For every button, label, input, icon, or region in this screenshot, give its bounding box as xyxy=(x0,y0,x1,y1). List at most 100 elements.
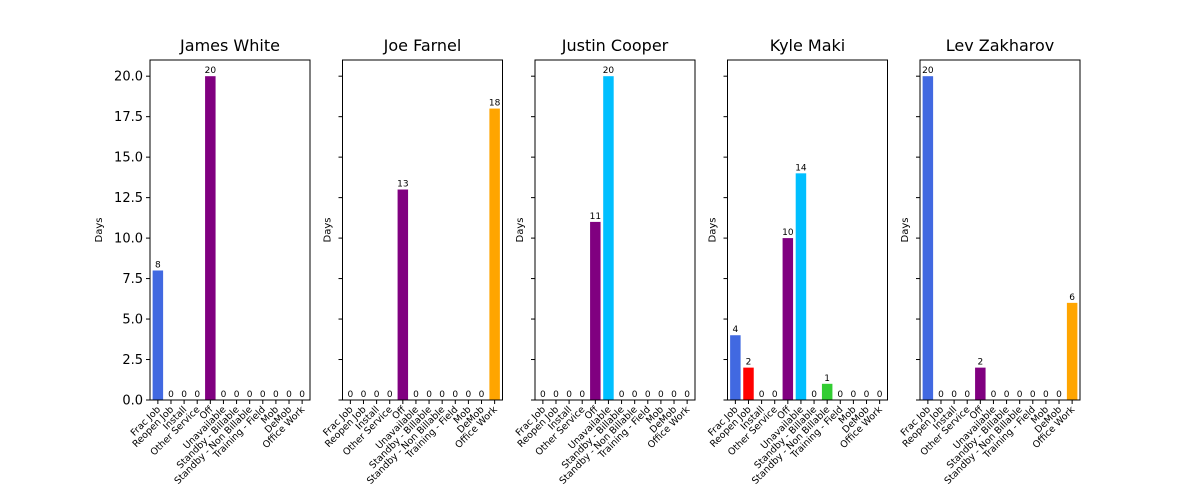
bar-value-label: 0 xyxy=(579,390,585,400)
bar-value-label: 0 xyxy=(181,390,187,400)
bar-value-label: 18 xyxy=(489,99,501,109)
subplot-title: Justin Cooper xyxy=(561,36,669,55)
bar-value-label: 0 xyxy=(479,390,485,400)
axes-frame xyxy=(534,59,696,401)
bar xyxy=(1066,302,1078,400)
bar-value-label: 0 xyxy=(964,390,970,400)
bar-value-label: 0 xyxy=(466,390,472,400)
bar-value-label: 20 xyxy=(922,66,934,76)
axes-frame xyxy=(342,59,503,401)
axes-frame xyxy=(919,59,1081,401)
bar-value-label: 0 xyxy=(168,390,174,400)
bar-value-label: 0 xyxy=(566,390,572,400)
y-tick-label: 0.0 xyxy=(122,394,143,409)
y-tick-label: 12.5 xyxy=(114,191,143,206)
bar-value-label: 0 xyxy=(811,390,817,400)
bar xyxy=(205,76,216,400)
bar-value-label: 0 xyxy=(273,390,279,400)
bar-value-label: 1 xyxy=(824,374,830,384)
bar xyxy=(603,76,614,400)
bar xyxy=(782,238,794,400)
bar-value-label: 0 xyxy=(1017,390,1023,400)
bar-value-label: 20 xyxy=(205,66,217,76)
bar-value-label: 0 xyxy=(658,390,664,400)
bar xyxy=(590,221,601,400)
y-tick-label: 5.0 xyxy=(122,313,143,328)
y-axis-label: Days xyxy=(515,218,526,243)
bar-value-label: 0 xyxy=(864,390,870,400)
y-tick-label: 15.0 xyxy=(114,151,143,166)
bar-value-label: 14 xyxy=(795,163,807,173)
bar-value-label: 0 xyxy=(413,390,419,400)
bar-value-label: 0 xyxy=(439,390,445,400)
bar-value-label: 0 xyxy=(374,390,380,400)
bar-value-label: 8 xyxy=(155,260,161,270)
bar-value-label: 13 xyxy=(397,180,408,190)
bar-value-label: 0 xyxy=(194,390,200,400)
bar-value-label: 0 xyxy=(221,390,227,400)
bar-value-label: 4 xyxy=(733,325,739,335)
bar-value-label: 0 xyxy=(619,390,625,400)
bar-value-label: 0 xyxy=(348,390,354,400)
axes-frame xyxy=(149,59,311,401)
subplot-title: Joe Farnel xyxy=(383,36,462,55)
y-tick-label: 17.5 xyxy=(114,110,143,125)
subplot-title: Lev Zakharov xyxy=(946,36,1055,55)
y-axis-label: Days xyxy=(900,218,911,243)
bar-value-label: 0 xyxy=(684,390,690,400)
bar-value-label: 0 xyxy=(1004,390,1010,400)
bar xyxy=(975,367,986,400)
bar-value-label: 0 xyxy=(1056,390,1062,400)
bar-value-label: 0 xyxy=(540,390,546,400)
y-tick-label: 7.5 xyxy=(122,272,143,287)
bar xyxy=(730,335,741,400)
bar-value-label: 0 xyxy=(1043,390,1049,400)
subplot-title: Kyle Maki xyxy=(770,36,846,55)
bar xyxy=(922,76,934,400)
y-axis-label: Days xyxy=(94,218,105,243)
axes-frame xyxy=(727,59,888,401)
bar-value-label: 0 xyxy=(671,390,677,400)
bar-value-label: 0 xyxy=(837,390,843,400)
bar-value-label: 0 xyxy=(991,390,997,400)
bar-value-label: 2 xyxy=(746,358,752,368)
bar-value-label: 0 xyxy=(851,390,857,400)
bar xyxy=(743,367,754,400)
bar-value-label: 0 xyxy=(938,390,944,400)
bar xyxy=(821,383,833,400)
bar-value-label: 0 xyxy=(452,390,458,400)
bar-value-label: 0 xyxy=(951,390,957,400)
bar-value-label: 0 xyxy=(553,390,559,400)
bar-value-label: 0 xyxy=(260,390,266,400)
bar-value-label: 0 xyxy=(247,390,253,400)
y-tick-label: 2.5 xyxy=(122,353,143,368)
y-axis-label: Days xyxy=(323,218,334,243)
bar-value-label: 6 xyxy=(1069,293,1075,303)
bar xyxy=(795,173,807,400)
bar-value-label: 20 xyxy=(603,66,615,76)
y-tick-label: 10.0 xyxy=(114,232,143,247)
y-tick-label: 20.0 xyxy=(114,70,143,85)
bar xyxy=(489,108,500,400)
bar-value-label: 0 xyxy=(632,390,638,400)
bar-value-label: 10 xyxy=(782,228,794,238)
bar-value-label: 2 xyxy=(977,358,983,368)
y-axis-label: Days xyxy=(708,218,719,243)
bar-value-label: 11 xyxy=(590,212,601,222)
bar-value-label: 0 xyxy=(1030,390,1036,400)
bar-value-label: 0 xyxy=(361,390,367,400)
subplot-title: James White xyxy=(179,36,280,55)
bar-value-label: 0 xyxy=(772,390,778,400)
bar xyxy=(397,189,409,400)
bar-value-label: 0 xyxy=(387,390,393,400)
bar-value-label: 0 xyxy=(286,390,292,400)
bar-value-label: 0 xyxy=(234,390,240,400)
bar-value-label: 0 xyxy=(877,390,883,400)
bar-value-label: 0 xyxy=(759,390,765,400)
